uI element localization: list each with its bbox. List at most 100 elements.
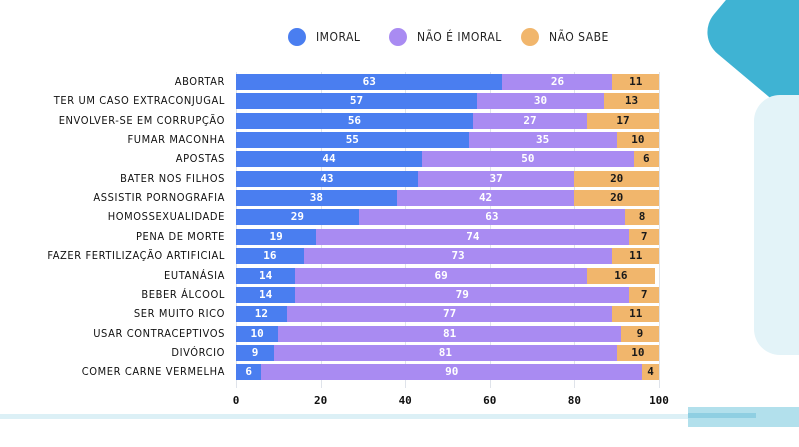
bar-segment-n-o-imoral [477,93,604,110]
data-label: 7 [640,229,648,243]
bar-segment-n-o-sabe [620,325,659,342]
data-label: 10 [631,133,645,147]
bar-segment-imoral [236,228,317,245]
bar-segment-n-o-imoral [274,344,617,361]
bar-segment-n-o-imoral [468,132,617,149]
x-tick-label: 60 [483,394,497,407]
data-label: 81 [442,326,457,340]
bar-segment-n-o-imoral [358,209,626,226]
data-label: 29 [290,210,304,224]
legend-label-imoral: IMORAL [316,30,361,44]
bar-segment-n-o-sabe [574,170,659,187]
data-label: 19 [269,229,283,243]
data-label: 74 [466,229,480,243]
bar-segment-imoral [236,306,287,323]
data-label: 81 [438,345,452,359]
legend-label-nao-e-imoral: NÃO É IMORAL [417,30,502,44]
data-label: 63 [362,75,376,88]
bar-segment-imoral [236,74,503,90]
x-tick-label: 40 [398,394,412,407]
data-label: 12 [254,307,268,321]
legend-swatch-imoral [288,28,306,46]
category-label: EUTANÁSIA [164,268,225,282]
category-label: BATER NOS FILHOS [120,171,225,185]
category-label: ABORTAR [174,75,225,88]
bar-segment-n-o-sabe [604,93,659,110]
data-label: 50 [521,152,535,166]
x-tick-label: 20 [313,394,328,407]
data-label: 30 [533,94,548,108]
bar-segment-n-o-imoral [286,306,613,323]
data-label: 10 [631,345,645,359]
category-label: TER UM CASO EXTRACONJUGAL [53,94,225,108]
legend-swatch-nao-sabe [521,28,539,46]
bar-segment-imoral [236,267,296,284]
data-label: 10 [250,326,264,340]
bar-segment-imoral [236,170,418,187]
bar-segment-n-o-imoral [422,151,634,168]
bar-segment-imoral [236,190,397,207]
category-label: APOSTAS [175,152,225,166]
category-label: PENA DE MORTE [135,229,225,243]
bar-segment-n-o-imoral [396,190,575,207]
bar-segment-imoral [236,209,359,226]
data-label: 38 [309,191,323,205]
data-label: 69 [434,268,448,282]
bar-segment-n-o-sabe [629,228,659,245]
data-label: 9 [636,326,644,340]
x-tick-label: 80 [567,394,582,407]
bar-segment-imoral [236,248,304,265]
bar-segment-n-o-sabe [616,344,659,361]
data-label: 90 [445,365,459,379]
data-label: 16 [263,249,277,263]
bar-segment-n-o-sabe [587,112,659,129]
bar-segment-n-o-imoral [303,248,613,265]
data-label: 11 [629,307,643,321]
data-label: 11 [629,249,643,263]
bar-segment-imoral [236,364,262,381]
bar-segment-n-o-sabe [612,74,659,90]
data-label: 6 [245,365,252,379]
data-label: 37 [489,171,503,185]
x-tick-label: 100 [649,394,669,407]
bar-segment-n-o-sabe [642,364,659,381]
legend-item-imoral: IMORAL [288,28,360,46]
bar-segment-n-o-imoral [316,228,630,245]
bar-segment-n-o-sabe [612,248,659,265]
data-label: 27 [523,113,537,127]
data-label: 17 [616,113,630,127]
data-label: 43 [320,171,334,185]
data-label: 16 [614,268,628,282]
bar-segment-n-o-sabe [616,132,659,149]
category-label: SER MUITO RICO [133,307,225,321]
category-label: USAR CONTRACEPTIVOS [93,326,225,340]
data-label: 57 [349,94,364,108]
data-label: 4 [647,365,654,379]
category-label: DIVÓRCIO [171,345,225,359]
data-label: 9 [251,345,259,359]
data-label: 56 [347,113,362,127]
bar-segment-n-o-sabe [574,190,659,207]
data-label: 63 [485,210,499,224]
category-label: ENVOLVER-SE EM CORRUPÇÃO [58,113,225,127]
data-label: 77 [442,307,457,321]
bar-segment-n-o-imoral [278,325,621,342]
legend-item-nao-e-imoral: NÃO É IMORAL [389,28,502,46]
bar-segment-n-o-imoral [295,267,588,284]
category-label: FUMAR MACONHA [127,133,225,147]
bar-segment-n-o-imoral [295,286,630,303]
data-label: 13 [624,94,639,108]
x-tick-label: 0 [232,394,240,407]
data-label: 73 [451,249,465,263]
bar-segment-n-o-sabe [629,286,659,303]
decorative-bottom-line [688,413,756,418]
category-label: HOMOSSEXUALIDADE [107,210,225,224]
bar-segment-n-o-sabe [625,209,659,226]
legend-label-nao-sabe: NÃO SABE [549,30,609,44]
data-label: 79 [455,287,469,301]
bar-segment-imoral [236,344,275,361]
bar-segment-imoral [236,93,478,110]
data-label: 7 [640,287,648,301]
bar-segment-n-o-imoral [417,170,575,187]
decorative-bottom-bar [0,414,690,419]
